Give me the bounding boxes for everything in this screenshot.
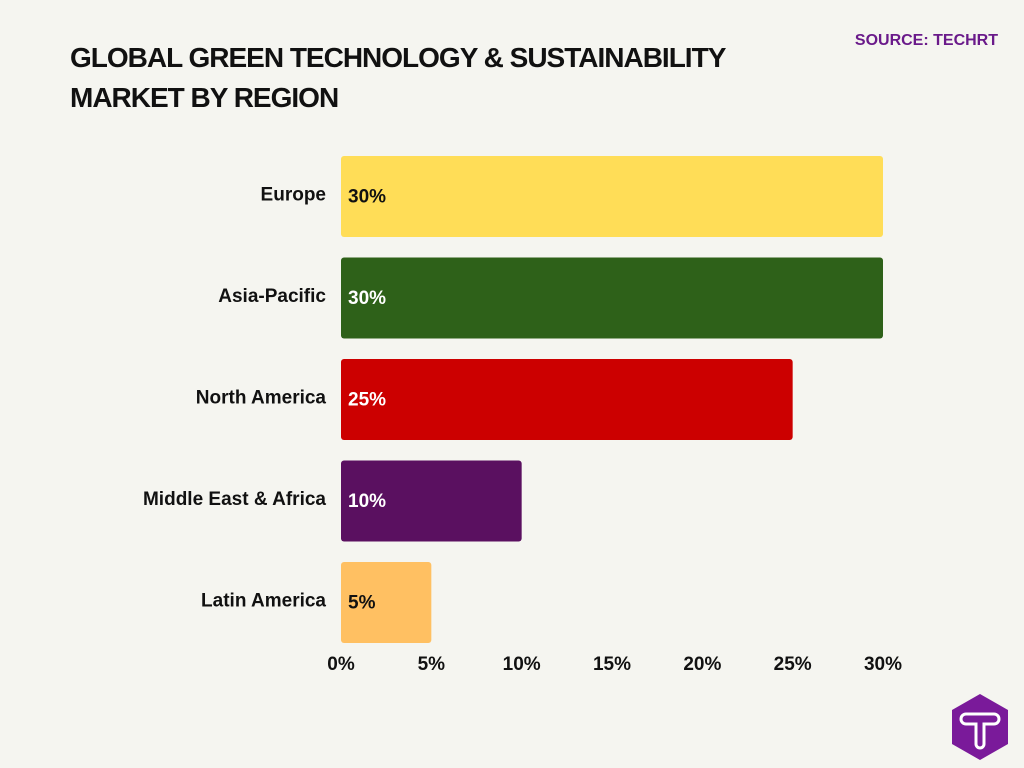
value-label: 10%: [348, 491, 386, 512]
x-tick-label: 20%: [683, 654, 721, 675]
value-label: 5%: [348, 593, 376, 614]
category-label: Latin America: [201, 591, 326, 612]
x-tick-label: 0%: [327, 654, 355, 675]
category-label: Asia-Pacific: [218, 286, 326, 307]
x-tick-label: 5%: [418, 654, 446, 675]
category-label: Middle East & Africa: [143, 489, 326, 510]
value-label: 30%: [348, 288, 386, 309]
value-label: 25%: [348, 390, 386, 411]
bar-2: [341, 359, 793, 440]
bar-4: [341, 562, 432, 643]
techrt-logo-icon: [948, 692, 1012, 762]
bar-0: [341, 156, 883, 237]
category-label: Europe: [261, 185, 326, 206]
bar-1: [341, 257, 883, 339]
category-label: North America: [196, 388, 327, 409]
bar-3: [341, 460, 522, 542]
x-tick-label: 30%: [864, 654, 902, 675]
x-tick-label: 10%: [503, 654, 541, 675]
source-label: SOURCE: TECHRT: [854, 32, 998, 49]
x-tick-label: 25%: [774, 654, 812, 675]
value-label: 30%: [348, 187, 386, 208]
chart-title: GLOBAL GREEN TECHNOLOGY & SUSTAINABILITY…: [70, 42, 726, 113]
x-tick-label: 15%: [593, 654, 631, 675]
